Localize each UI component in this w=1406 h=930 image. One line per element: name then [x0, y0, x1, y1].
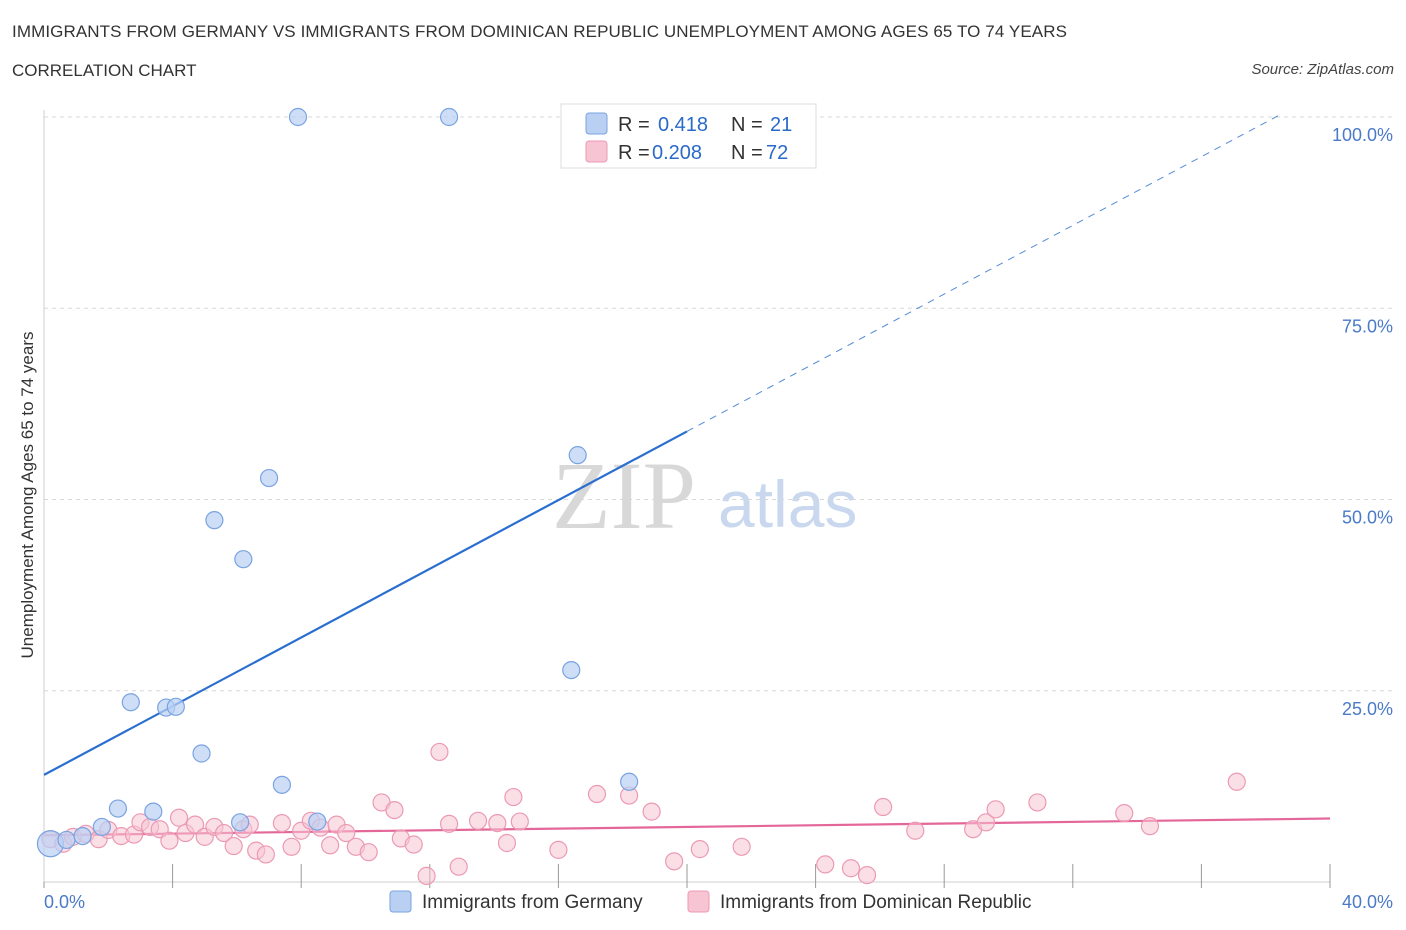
point-dr-22	[256, 845, 275, 864]
trend-lines	[43, 115, 1331, 837]
point-dr-52	[732, 837, 751, 856]
series-germany	[36, 107, 639, 858]
legend-r-value-dr: 0.208	[652, 142, 702, 164]
legend-n-value-dr: 72	[766, 142, 788, 164]
point-dr-50	[665, 852, 684, 871]
point-dr-51	[690, 840, 709, 859]
point-germany-12	[259, 468, 279, 488]
point-germany-10	[205, 511, 224, 530]
watermark-atlas: atlas	[718, 467, 857, 541]
point-dr-62	[1115, 804, 1134, 823]
stats-legend: R = 0.418 N = 21 R = 0.208 N = 72	[560, 103, 817, 169]
y-tick-label-50: 50.0%	[1342, 508, 1393, 528]
point-dr-64	[1227, 772, 1246, 791]
point-dr-60	[986, 800, 1005, 819]
point-dr-32	[359, 843, 378, 862]
point-germany-5	[144, 802, 163, 821]
point-dr-59	[976, 813, 996, 832]
point-germany-4	[108, 799, 128, 818]
legend-r-label-dr: R =	[618, 142, 650, 164]
legend-n-value-germany: 21	[770, 114, 792, 136]
point-dr-54	[841, 859, 861, 878]
chart-title: IMMIGRANTS FROM GERMANY VS IMMIGRANTS FR…	[12, 22, 1068, 41]
x-tick-label-max: 40.0%	[1342, 892, 1393, 912]
point-germany-13	[272, 775, 292, 794]
trend-line-germany	[43, 430, 688, 776]
y-tick-label-75: 75.0%	[1342, 316, 1393, 336]
point-germany-11	[234, 550, 253, 569]
point-dr-43	[497, 833, 517, 853]
point-germany-15	[231, 813, 250, 832]
point-dr-30	[337, 823, 356, 843]
point-dr-46	[549, 840, 568, 859]
x-axis-ticks	[43, 864, 1331, 888]
legend-n-label-dr: N =	[731, 142, 763, 164]
bottom-legend-swatch-germany	[389, 890, 412, 913]
point-germany-1	[57, 830, 76, 850]
y-tick-label-25: 25.0%	[1342, 699, 1393, 719]
point-germany-19	[562, 660, 581, 680]
legend-swatch-germany	[585, 112, 608, 135]
point-germany-6	[121, 693, 140, 712]
source-label: Source: ZipAtlas.com	[1251, 61, 1394, 78]
point-germany-16	[308, 812, 327, 831]
bottom-legend-swatch-dr	[687, 890, 710, 913]
chart-subtitle: CORRELATION CHART	[12, 61, 197, 80]
point-dr-41	[468, 811, 488, 830]
gridlines	[44, 116, 1393, 692]
point-germany-9	[192, 744, 211, 763]
point-dr-14	[186, 815, 205, 834]
legend-n-label-germany: N =	[731, 114, 763, 136]
trend-line-dr	[43, 817, 1331, 837]
point-dr-61	[1028, 793, 1047, 812]
point-germany-18	[568, 446, 587, 465]
point-dr-37	[417, 866, 436, 885]
point-dr-56	[874, 797, 893, 817]
point-dr-39	[439, 814, 459, 833]
point-dr-49	[642, 802, 661, 821]
legend-r-value-germany: 0.418	[658, 114, 708, 136]
point-dr-12	[169, 808, 189, 827]
point-dr-34	[385, 800, 404, 820]
point-dr-47	[587, 784, 607, 804]
point-germany-20	[620, 772, 639, 791]
point-dr-55	[857, 866, 877, 885]
point-germany-14	[288, 107, 308, 127]
point-dr-24	[282, 837, 301, 856]
series-dominican-republic	[41, 742, 1246, 885]
point-germany-8	[166, 697, 185, 716]
point-dr-36	[404, 835, 423, 854]
legend-swatch-dr	[585, 140, 608, 163]
point-dr-28	[321, 836, 340, 855]
point-dr-17	[214, 823, 234, 843]
x-tick-label-min: 0.0%	[44, 892, 85, 912]
point-dr-38	[430, 742, 449, 762]
y-axis-title: Unemployment Among Ages 65 to 74 years	[18, 332, 37, 659]
y-tick-label-100: 100.0%	[1332, 125, 1393, 145]
point-germany-17	[439, 107, 459, 127]
point-dr-57	[906, 821, 925, 840]
y-axis-tick-labels: 25.0% 50.0% 75.0% 100.0%	[1332, 125, 1393, 719]
point-dr-53	[816, 855, 835, 874]
point-dr-18	[224, 836, 243, 856]
point-dr-40	[449, 857, 468, 876]
legend-r-label-germany: R =	[618, 114, 650, 136]
point-dr-63	[1140, 817, 1160, 836]
point-dr-44	[504, 787, 523, 807]
point-dr-11	[160, 831, 179, 850]
bottom-legend-label-dr: Immigrants from Dominican Republic	[720, 892, 1032, 913]
bottom-legend-label-germany: Immigrants from Germany	[422, 892, 643, 913]
point-germany-3	[92, 817, 111, 837]
point-germany-2	[73, 826, 92, 846]
point-dr-23	[272, 813, 292, 833]
series-legend: Immigrants from Germany Immigrants from …	[389, 890, 1032, 913]
point-dr-42	[488, 813, 507, 833]
point-dr-45	[510, 812, 529, 831]
